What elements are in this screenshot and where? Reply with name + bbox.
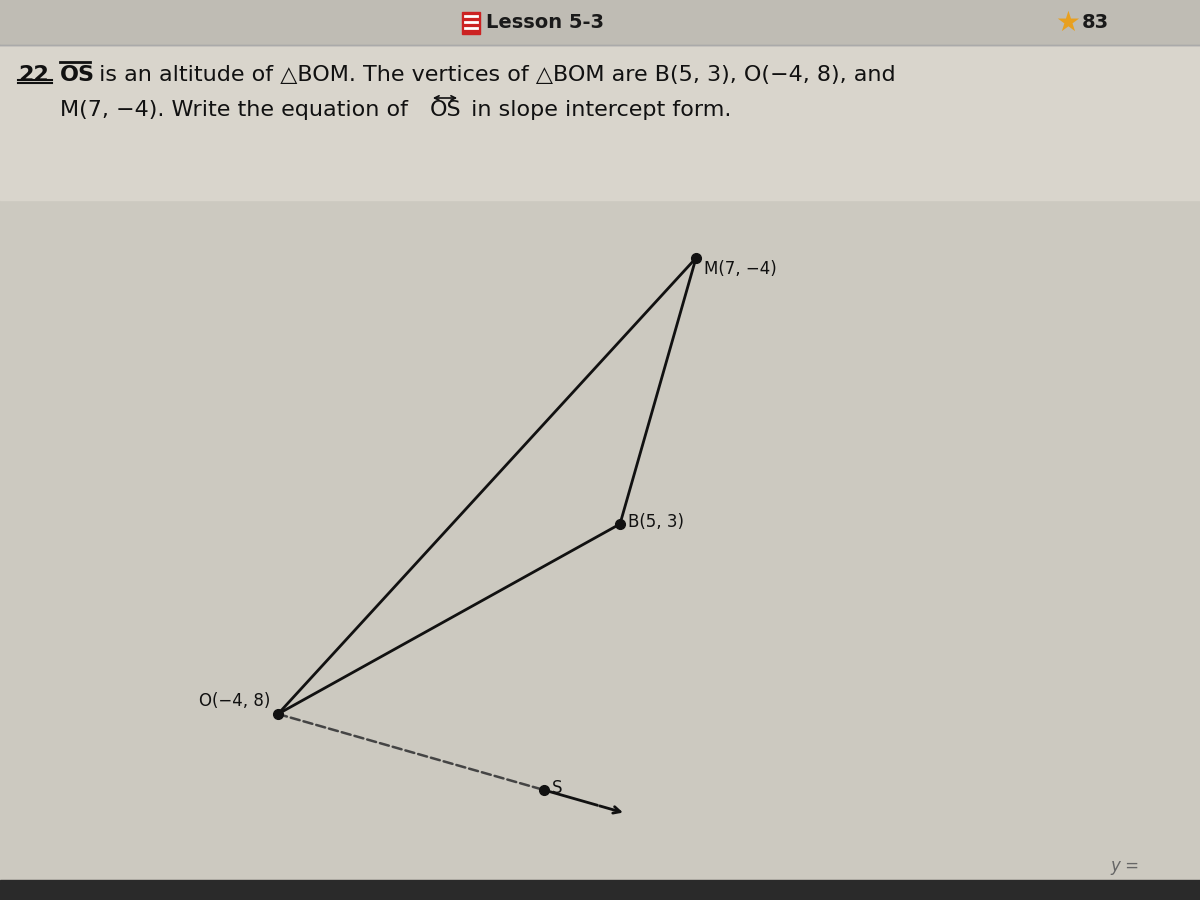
Bar	[0, 0, 1200, 45]
Bar	[0, 45, 1200, 200]
Text: B(5, 3): B(5, 3)	[628, 513, 684, 531]
Bar	[0, 880, 1200, 900]
Text: M(7, −4): M(7, −4)	[704, 260, 776, 278]
Text: OS: OS	[430, 100, 462, 120]
Text: O(−4, 8): O(−4, 8)	[199, 692, 270, 710]
Text: ★: ★	[1055, 9, 1080, 37]
Bar	[462, 12, 480, 34]
Text: in slope intercept form.: in slope intercept form.	[464, 100, 731, 120]
Text: Lesson 5-3: Lesson 5-3	[486, 14, 604, 32]
Text: S: S	[552, 779, 563, 797]
Text: M(7, −4). Write the equation of: M(7, −4). Write the equation of	[60, 100, 415, 120]
Text: 22: 22	[18, 65, 49, 85]
Text: 83: 83	[1082, 14, 1109, 32]
Text: OS: OS	[60, 65, 95, 85]
Text: y =: y =	[1110, 857, 1139, 875]
Text: is an altitude of △BOM. The vertices of △BOM are B(5, 3), O(−4, 8), and: is an altitude of △BOM. The vertices of …	[92, 65, 895, 85]
